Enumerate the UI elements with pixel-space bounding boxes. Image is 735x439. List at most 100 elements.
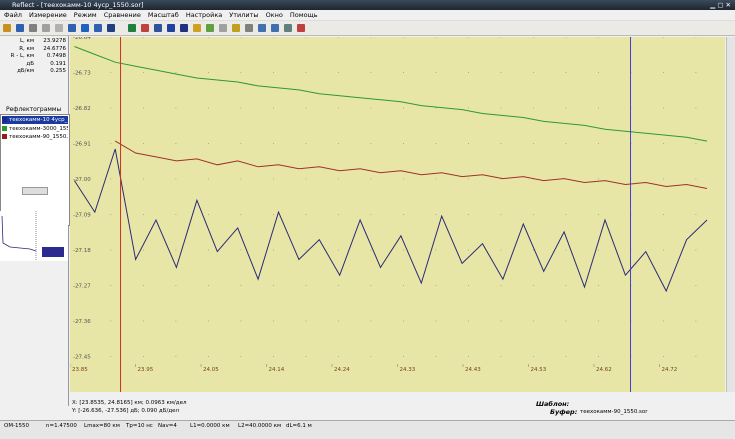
status-field: n=1.47500 — [46, 423, 77, 429]
toolbar-button[interactable] — [180, 24, 188, 32]
y-tick-label: -26.73 — [73, 71, 91, 77]
measure-label: R - L, км — [10, 53, 34, 59]
x-tick-label: 23.95 — [138, 367, 154, 373]
y-tick-label: -27.18 — [73, 248, 91, 254]
toolbar-button[interactable] — [3, 24, 11, 32]
x-tick-label: 24.05 — [203, 367, 219, 373]
y-tick-label: -26.91 — [73, 142, 91, 148]
measure-value: 0.191 — [50, 60, 66, 67]
trace-swatch — [2, 125, 7, 131]
buffer-value: теехокамм-90_1550.sor — [580, 409, 648, 415]
measure-label: дБ — [26, 60, 34, 67]
toolbar-button[interactable] — [128, 24, 136, 32]
plot-background — [70, 37, 725, 392]
toolbar-button[interactable] — [284, 24, 292, 32]
status-field: L2=40.0000 км — [238, 423, 282, 429]
toolbar-button[interactable] — [258, 24, 266, 32]
toolbar-button[interactable] — [29, 24, 37, 32]
vertical-scrollbar[interactable] — [726, 37, 735, 392]
x-tick-label: 24.43 — [465, 367, 481, 373]
trace-name: теехокамм-3000_1550 — [9, 125, 68, 132]
measure-value: 24.6776 — [43, 45, 66, 52]
trace-name: теехокамм-90_1550.s — [9, 134, 68, 140]
menu-item[interactable]: Утилиты — [229, 11, 259, 19]
trace-list: теехокамм-10 4уср_ теехокамм-3000_1550 тее… — [0, 114, 70, 226]
menu-item[interactable]: Помощь — [289, 11, 318, 19]
template-label: Шаблон: — [536, 400, 570, 408]
window-controls[interactable]: ▁ ▢ ✕ — [710, 1, 731, 9]
measure-label: L, км — [19, 38, 34, 44]
info-area: X: [23.8535, 24.8165] км; 0.0963 км/дел … — [70, 394, 735, 419]
x-tick-label: 24.33 — [400, 367, 416, 373]
trace-swatch — [2, 117, 7, 122]
title-bar: Reflect - [теехокамм-10 4уср_1550.sor] ▁… — [0, 0, 735, 10]
toolbar-button[interactable] — [107, 24, 115, 32]
y-tick-label: -27.27 — [73, 284, 91, 290]
menu-item[interactable]: Масштаб — [147, 11, 179, 19]
status-field: OM-1550 — [4, 423, 30, 429]
status-field: dL=6.1 м — [286, 423, 312, 429]
y-tick-label: -27.45 — [73, 355, 91, 361]
menu-item[interactable]: Измерение — [28, 11, 67, 19]
toolbar-button[interactable] — [141, 24, 149, 32]
toolbar-button[interactable] — [167, 24, 175, 32]
toolbar-button[interactable] — [245, 24, 253, 32]
menu-item[interactable]: Настройка — [185, 11, 223, 19]
x-tick-label: 24.62 — [596, 367, 612, 373]
status-field: Tp=10 нс — [126, 423, 153, 429]
x-tick-label: 24.53 — [531, 367, 547, 373]
y-tick-label: -26.64 — [73, 37, 91, 41]
trace-item[interactable]: теехокамм-90_1550.s — [2, 133, 68, 141]
left-panel: Рефлектограммы теехокамм-10 4уср_ теехока… — [0, 36, 70, 406]
measure-value: 0.7498 — [46, 53, 66, 59]
toolbar-button[interactable] — [206, 24, 214, 32]
buffer-label: Буфер: — [550, 408, 578, 416]
toolbar-button[interactable] — [271, 24, 279, 32]
thumb-trace — [1, 215, 37, 252]
measure-label: дБ/км — [17, 68, 34, 74]
y-range: Y: [-26.636, -27.536] дБ; 0.090 дБ/дел — [72, 408, 180, 414]
measure-label: R, км — [19, 45, 34, 52]
toolbar-button[interactable] — [42, 24, 50, 32]
y-tick-label: -26.82 — [73, 106, 91, 112]
toolbar-button[interactable] — [297, 24, 305, 32]
menu-item[interactable]: Окно — [265, 11, 283, 19]
toolbar-button[interactable] — [154, 24, 162, 32]
menu-item[interactable]: Режим — [73, 11, 97, 19]
trace-item[interactable]: теехокамм-10 4уср_ — [2, 116, 68, 124]
trace-name: теехокамм-10 4уср_ — [9, 117, 68, 123]
x-tick-label: 23.85 — [72, 367, 88, 373]
x-range: X: [23.8535, 24.8165] км; 0.0963 км/дел — [72, 400, 187, 406]
trace-item[interactable]: теехокамм-3000_1550 — [2, 125, 68, 133]
x-tick-label: 24.14 — [269, 367, 285, 373]
thumbnail — [0, 211, 68, 261]
x-tick-label: 24.72 — [662, 367, 678, 373]
toolbar-button[interactable] — [55, 24, 63, 32]
toolbar-button[interactable] — [219, 24, 227, 32]
status-field: Nav=4 — [158, 423, 177, 429]
x-tick-label: 24.24 — [334, 367, 350, 373]
menu-item[interactable]: Сравнение — [103, 11, 141, 19]
y-tick-label: -27.36 — [73, 319, 91, 325]
window-title: Reflect - [теехокамм-10 4уср_1550.sor] — [12, 1, 144, 9]
measure-value: 23.9278 — [43, 38, 66, 44]
y-tick-label: -27.09 — [73, 213, 91, 219]
toolbar-button[interactable] — [232, 24, 240, 32]
toolbar-button[interactable] — [94, 24, 102, 32]
panel-title: Рефлектограммы — [6, 106, 62, 113]
toolbar-button[interactable] — [193, 24, 201, 32]
toolbar-button[interactable] — [68, 24, 76, 32]
trace-swatch — [2, 134, 7, 139]
menu-item[interactable]: Файл — [4, 11, 22, 19]
plot: -26.64 -26.73 -26.82 -26.91 -27.00 -27.09 -27.… — [69, 35, 725, 392]
trace-line — [74, 46, 708, 142]
menu-bar: Файл Измерение Режим Сравнение Масштаб Настро… — [0, 10, 735, 21]
thumb-noise — [42, 247, 64, 257]
plot-svg: -26.64 -26.73 -26.82 -26.91 -27.00 -27.09 -27.… — [69, 35, 725, 392]
list-scroll[interactable] — [22, 187, 48, 195]
trace-line — [114, 140, 708, 189]
toolbar — [0, 21, 735, 36]
toolbar-button[interactable] — [16, 24, 24, 32]
toolbar-button[interactable] — [81, 24, 89, 32]
